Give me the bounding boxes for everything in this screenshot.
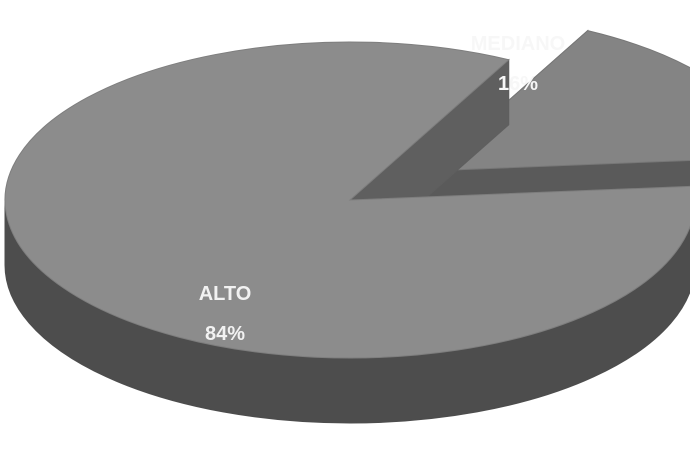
- slice-value-mediano: 16%: [498, 73, 538, 95]
- slices-layer: [4, 29, 690, 424]
- labels-layer: ALTO 84% MEDIANO 16%: [199, 33, 566, 345]
- slice-value-alto: 84%: [205, 323, 245, 345]
- slice-label-alto: ALTO: [199, 283, 252, 305]
- pie-slice-alto: [4, 41, 690, 424]
- slice-label-mediano: MEDIANO: [471, 33, 565, 55]
